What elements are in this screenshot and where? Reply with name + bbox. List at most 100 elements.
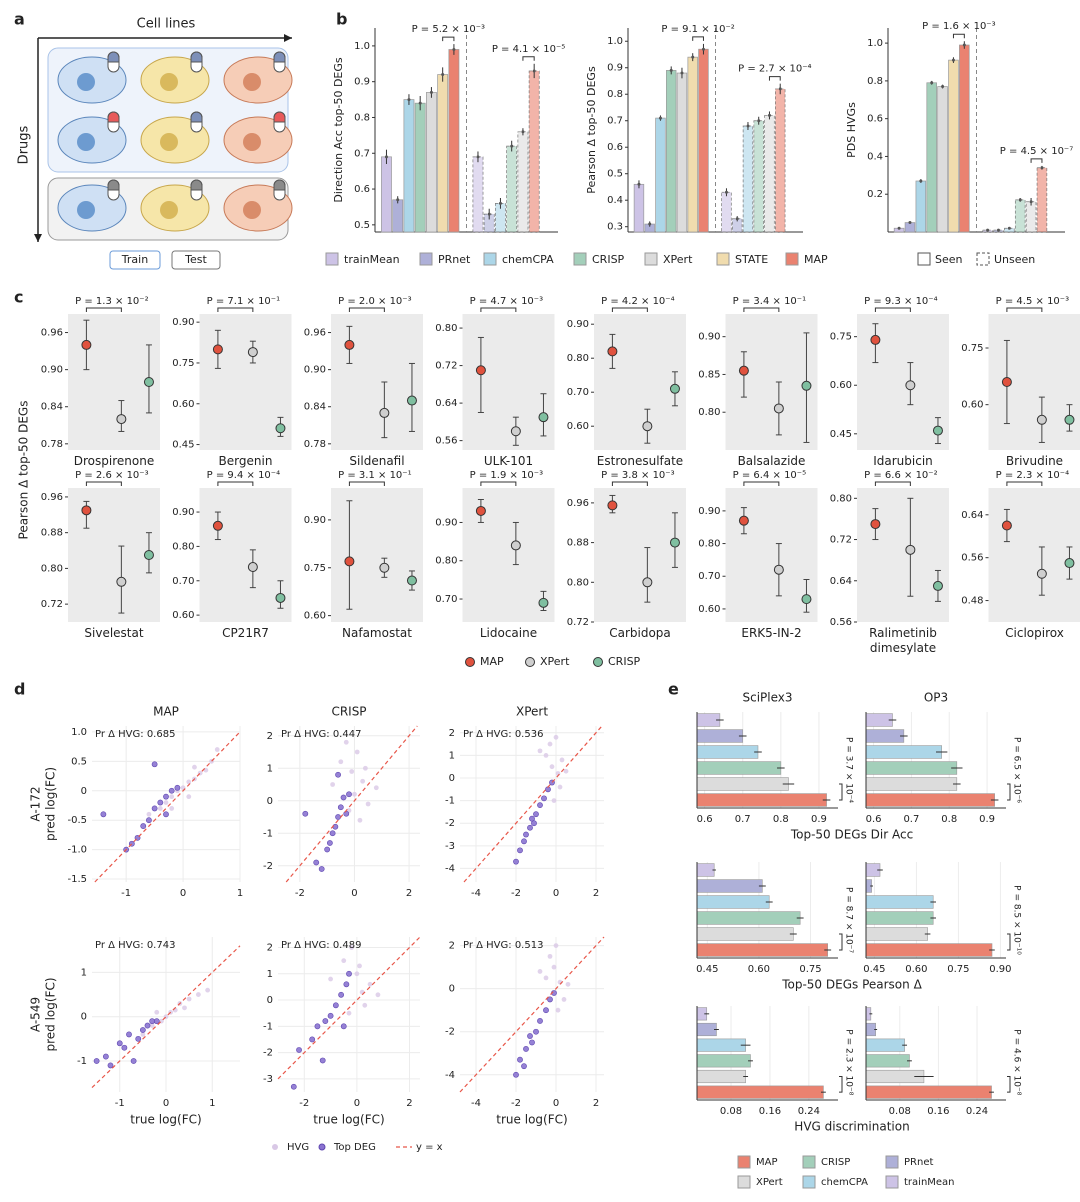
mean-dot	[247, 347, 258, 358]
top-deg-point	[523, 1046, 529, 1052]
mean-dot	[275, 423, 286, 434]
replicate-dot	[930, 81, 934, 85]
hvg-point	[341, 958, 347, 964]
drug-name: Sivelestat	[84, 626, 144, 640]
top-deg-point	[340, 1023, 347, 1030]
bar	[865, 777, 958, 791]
y-tick-label: -1.0	[67, 845, 87, 856]
nucleus	[243, 133, 261, 151]
y-tick-label: 0.70	[172, 576, 194, 587]
bar	[865, 713, 893, 727]
panel-background	[857, 488, 949, 622]
legend-marker	[318, 1143, 326, 1151]
hvg-point	[163, 800, 169, 805]
x-tick-label: 0	[351, 888, 357, 899]
x-tick-label: 0.16	[927, 1106, 949, 1117]
bar	[696, 761, 782, 775]
drug-name: Bergenin	[218, 454, 273, 468]
significance-bracket	[743, 481, 780, 486]
legend-swatch	[737, 1155, 751, 1169]
top-deg-point	[543, 1007, 549, 1014]
replicate-dot	[396, 198, 400, 202]
x-tick-label: 0.45	[863, 964, 885, 975]
y-tick-label: 0.70	[698, 571, 720, 582]
hvg-point	[330, 782, 336, 787]
legend-label: chemCPA	[821, 1177, 868, 1188]
bar	[948, 59, 959, 233]
replicate-dot	[986, 228, 990, 232]
x-tick-label: 0.24	[798, 1106, 820, 1117]
y-tick-label: -4	[445, 863, 455, 874]
x-tick-label: 0.75	[799, 964, 821, 975]
bar	[696, 1022, 717, 1037]
x-tick-label: -2	[511, 1098, 521, 1109]
group-legend-label: Seen	[935, 253, 963, 266]
drug-name: ERK5-IN-2	[741, 626, 802, 640]
replicate-dot	[429, 90, 433, 94]
p-value: P = 9.1 × 10⁻²	[661, 24, 734, 35]
p-value: P = 8.7 × 10⁻⁷	[844, 887, 854, 953]
mean-dot	[510, 540, 521, 551]
bar	[696, 777, 789, 791]
y-tick-label: 1	[267, 969, 273, 980]
mean-dot	[538, 412, 549, 423]
x-axis-title: true log(FC)	[130, 1113, 201, 1127]
bar	[865, 761, 958, 775]
legend-label: HVG	[287, 1142, 309, 1153]
bar	[865, 1085, 992, 1099]
panel-background	[331, 314, 423, 450]
legend-label: trainMean	[904, 1177, 955, 1188]
significance-bracket	[611, 307, 648, 312]
replicate-dot	[648, 222, 652, 226]
bar	[633, 183, 645, 233]
x-tick-label: -2	[295, 888, 305, 899]
replicate-dot	[510, 144, 514, 148]
y-tick-label: 0.75	[961, 343, 983, 354]
p-value: P = 3.8 × 10⁻³	[601, 470, 674, 481]
top-deg-point	[116, 1040, 123, 1047]
mean-dot	[773, 564, 784, 575]
top-deg-point	[146, 817, 152, 824]
hvg-point	[182, 1005, 187, 1011]
top-deg-point	[139, 1027, 146, 1033]
hvg-point	[328, 976, 333, 982]
mean-dot	[379, 407, 390, 418]
hvg-point	[553, 734, 559, 740]
chart-title: CRISP	[331, 705, 366, 719]
drug-name-box: Nafamostat	[342, 626, 412, 640]
y-tick-label: 0.72	[41, 599, 63, 610]
x-tick-label: -4	[471, 888, 481, 899]
hvg-point	[559, 757, 565, 763]
replicate-dot	[941, 85, 945, 89]
replicate-dot	[735, 217, 739, 221]
top-deg-point	[140, 823, 147, 829]
bar	[959, 44, 970, 233]
replicate-dot	[418, 101, 422, 105]
replicate-dot	[1018, 198, 1022, 202]
group-legend-swatch	[917, 252, 931, 266]
y-tick-label: 1.0	[354, 41, 370, 52]
replicate-dot	[658, 116, 662, 120]
p-value: P = 4.5 × 10⁻⁷	[1000, 146, 1073, 157]
test-legend-box	[171, 250, 221, 270]
y-tick-label: 2	[449, 941, 455, 952]
p-value: P = 9.3 × 10⁻⁴	[864, 296, 937, 307]
hvg-point	[154, 1009, 160, 1015]
bar	[865, 729, 905, 743]
hvg-point	[214, 747, 220, 752]
p-value: P = 4.2 × 10⁻⁴	[601, 296, 674, 307]
mean-dot	[116, 414, 127, 425]
legend-label: PRnet	[438, 253, 471, 266]
y-tick-label: 0.90	[304, 365, 326, 376]
top-deg-point	[163, 793, 169, 800]
bar	[696, 729, 744, 743]
top-deg-point	[296, 1047, 302, 1053]
top-deg-point	[102, 1053, 109, 1060]
pill-cap	[273, 179, 286, 191]
legend-marker	[525, 657, 535, 667]
top-deg-point	[343, 981, 350, 988]
hvg-point	[373, 785, 379, 791]
y-tick-label: 0.60	[567, 421, 589, 432]
bar	[865, 927, 928, 941]
y-tick-label: 0.5	[71, 756, 87, 767]
